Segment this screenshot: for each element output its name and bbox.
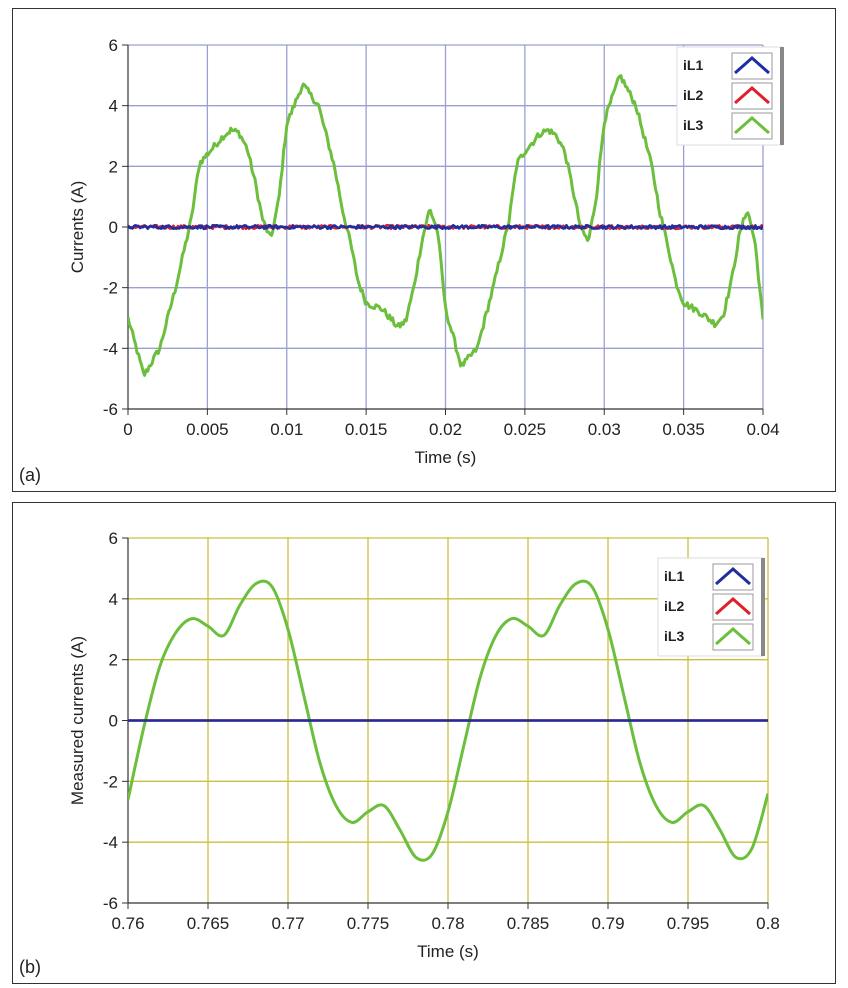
y-tick-label: 2 xyxy=(109,651,118,670)
x-tick-label: 0.04 xyxy=(746,420,779,439)
y-tick-label: -6 xyxy=(103,894,118,913)
legend: iL1 iL2 iL3 xyxy=(676,46,784,146)
legend-shadow xyxy=(761,558,765,656)
y-axis-title: Measured currents (A) xyxy=(68,636,87,805)
y-tick-label: -4 xyxy=(103,833,118,852)
y-tick-label: -6 xyxy=(103,400,118,419)
x-tick-label: 0 xyxy=(123,420,132,439)
legend-label: iL2 xyxy=(664,598,684,614)
y-tick-label: 4 xyxy=(109,97,118,116)
legend: iL1 iL2 iL3 xyxy=(657,557,765,657)
y-tick-label: -4 xyxy=(103,339,118,358)
chart-panel-b: 0.76 0.765 0.77 0.775 0.78 0.785 0.79 0.795 0.8 -… xyxy=(12,502,836,984)
legend-swatch-box xyxy=(712,563,754,591)
chart-a-svg: 0 0.005 0.01 0.015 0.02 0.025 0.03 0.035 0.04 -6 -… xyxy=(19,36,784,485)
x-tick-label: 0.76 xyxy=(111,914,144,933)
x-tick-label: 0.025 xyxy=(504,420,547,439)
y-tick-label: -2 xyxy=(103,279,118,298)
legend-swatch-iL2 xyxy=(734,85,770,105)
x-tick-label: 0.03 xyxy=(588,420,621,439)
x-tick-label: 0.78 xyxy=(431,914,464,933)
series-line-iL3 xyxy=(128,579,768,862)
legend-swatch-iL1 xyxy=(715,566,751,586)
legend-swatch-iL1 xyxy=(734,55,770,75)
x-tick-label: 0.02 xyxy=(429,420,462,439)
series-line-iL3 xyxy=(128,74,763,377)
legend-swatch-iL3 xyxy=(715,626,751,646)
legend-label: iL2 xyxy=(683,87,703,103)
legend-swatch-iL3 xyxy=(734,115,770,135)
panel-label: (a) xyxy=(19,465,41,485)
y-tick-label: 6 xyxy=(109,529,118,548)
x-tick-label: 0.765 xyxy=(187,914,230,933)
x-tick-label: 0.795 xyxy=(667,914,710,933)
y-tick-label: 4 xyxy=(109,590,118,609)
legend-label: iL1 xyxy=(664,568,684,584)
y-tick-label: -2 xyxy=(103,772,118,791)
legend-label: iL1 xyxy=(683,57,703,73)
x-tick-label: 0.77 xyxy=(271,914,304,933)
legend-swatch-iL2 xyxy=(715,596,751,616)
x-tick-label: 0.035 xyxy=(662,420,705,439)
x-axis-title: Time (s) xyxy=(417,942,479,961)
chart-panel-a: 0 0.005 0.01 0.015 0.02 0.025 0.03 0.035 0.04 -6 -… xyxy=(12,8,836,492)
series-line-iL1 xyxy=(128,223,763,231)
y-tick-label: 2 xyxy=(109,157,118,176)
x-tick-label: 0.79 xyxy=(591,914,624,933)
legend-shadow xyxy=(780,47,784,145)
legend-label: iL3 xyxy=(664,628,684,644)
x-tick-label: 0.015 xyxy=(345,420,388,439)
x-tick-label: 0.785 xyxy=(507,914,550,933)
x-tick-label: 0.8 xyxy=(756,914,780,933)
x-axis-title: Time (s) xyxy=(415,448,477,467)
chart-b-svg: 0.76 0.765 0.77 0.775 0.78 0.785 0.79 0.795 0.8 -… xyxy=(19,529,780,977)
x-tick-label: 0.005 xyxy=(186,420,229,439)
x-tick-label: 0.775 xyxy=(347,914,390,933)
panel-label: (b) xyxy=(19,957,41,977)
y-tick-label: 6 xyxy=(109,36,118,55)
y-tick-label: 0 xyxy=(109,218,118,237)
y-tick-label: 0 xyxy=(109,712,118,731)
x-tick-label: 0.01 xyxy=(270,420,303,439)
legend-label: iL3 xyxy=(683,117,703,133)
y-axis-title: Currents (A) xyxy=(68,181,87,274)
